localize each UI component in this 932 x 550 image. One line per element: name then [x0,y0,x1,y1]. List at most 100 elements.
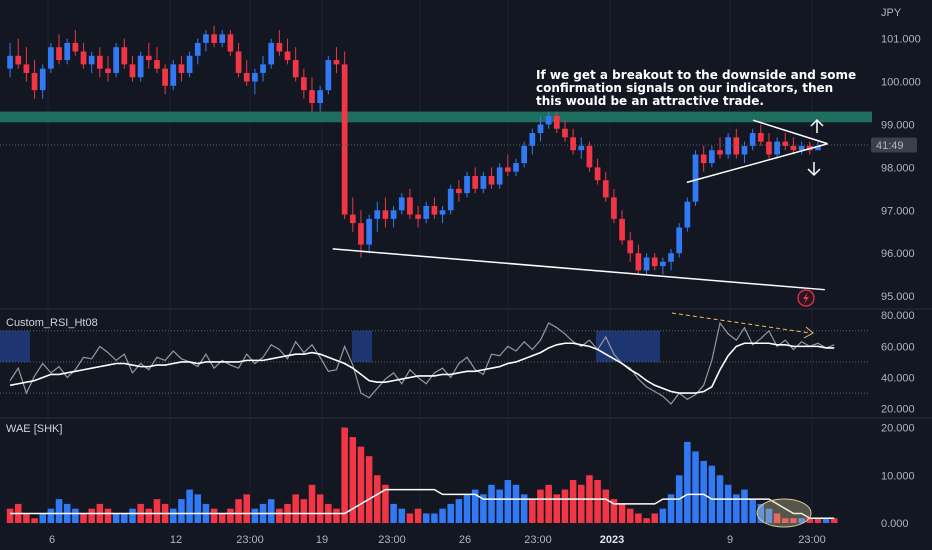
candle-body [415,214,421,219]
candle-body [766,141,772,155]
candle-body [594,167,601,181]
wae-bar [504,480,512,523]
rsi-divergence-line[interactable] [671,312,811,334]
time-tick-label: 23:00 [236,534,264,546]
candle-body [300,77,307,91]
candle-body [48,47,54,69]
candle-body [725,137,732,155]
triangle-lower-line[interactable] [686,143,828,184]
time-tick-label: 23:00 [378,534,406,546]
candle-body [684,201,691,228]
candle-body [480,175,487,189]
wae-bar [814,518,822,523]
price-pane[interactable]: If we get a breakout to the downside and… [0,7,921,307]
wae-bar [382,484,389,523]
wae-bar [398,508,406,523]
wae-bar [749,499,756,523]
wae-bar [218,513,226,523]
wae-pane[interactable]: WAE [SHK] 20.000 10.000 0.000 [6,423,915,530]
candle-body [545,115,552,125]
candle-body [757,133,764,142]
candle-body [676,227,683,254]
wae-bar [806,518,814,523]
highlight-ellipse[interactable] [756,498,812,528]
candle-body [815,145,821,151]
wae-bar [626,508,634,523]
wae-tick-label: 10.000 [881,470,915,482]
candle-body [774,141,780,155]
candle-body [537,124,544,134]
candle-body [96,55,103,69]
candle-body [56,47,62,61]
wae-bar [390,503,397,523]
candle-body [276,42,283,52]
candle-body [529,133,536,146]
candle-body [390,210,397,219]
grid-lines [47,0,813,530]
wae-bar [773,513,781,523]
wae-bar [23,513,30,523]
time-tick-label: 12 [170,534,182,546]
candle-body [317,90,324,103]
wae-bar [6,508,14,523]
wae-bar [545,484,552,523]
candle-body [668,253,674,262]
wae-bar [578,484,585,523]
wae-axis-ticks: 20.000 10.000 0.000 [881,423,915,530]
candle-body [325,60,332,91]
candle-body [472,175,479,189]
candle-body [64,42,71,61]
candle-body [708,150,715,164]
annotation-line-2: confirmation signals on our indicators, … [536,81,833,95]
wae-bar [520,494,528,523]
time-tick-label: 2023 [600,534,624,546]
candle-body [431,206,438,215]
time-tick-label: 26 [459,534,471,546]
candle-body [358,223,364,245]
wae-bar [47,508,55,523]
candle-body [464,175,470,194]
candle-body [447,188,454,211]
wae-bar [267,499,275,523]
wae-bar [496,489,503,523]
time-axis[interactable]: 6 12 23:00 19 23:00 26 23:00 2023 9 23:00 [49,534,826,546]
candle-body [660,261,666,267]
price-tick-label: 95.000 [881,291,915,303]
wae-bar [178,499,185,523]
triangle-upper-line[interactable] [752,119,828,145]
candle-body [154,60,160,69]
wae-bar [357,446,365,523]
rsi-pane[interactable]: Custom_RSI_Ht08 80.000 60.000 40.000 20.000 [0,310,915,416]
currency-label: JPY [881,7,902,19]
wae-bar [659,508,667,523]
wae-bar [341,427,348,523]
candle-body [790,145,797,151]
candle-body [366,218,372,245]
candle-body [145,55,152,61]
rsi-overbought-fill [0,330,660,362]
wae-bar [129,508,136,523]
wae-bar [798,518,805,523]
wae-bar [635,513,642,523]
rsi-tick-label: 20.000 [881,404,915,416]
candle-body [260,64,266,73]
wae-bar [186,489,193,523]
candle-body [521,145,528,164]
candle-body [586,145,593,168]
candle-body [292,60,299,78]
candle-body [570,137,576,151]
price-axis-ticks: 101.000 100.000 99.000 98.000 97.000 96.000 95… [881,34,921,304]
candle-body [611,197,617,219]
candle-body [252,72,258,82]
lightning-icon[interactable] [797,289,815,307]
wae-bar [80,513,87,523]
support-trendline[interactable] [332,248,825,291]
candle-body [456,188,462,194]
wae-bar [39,513,46,523]
candle-body [741,145,748,155]
wae-bar [594,480,601,523]
candle-body [23,64,30,73]
wae-bar [830,518,838,523]
price-tick-label: 100.000 [881,77,921,89]
